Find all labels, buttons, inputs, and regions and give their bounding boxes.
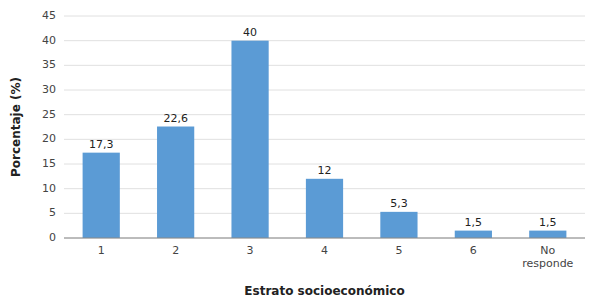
x-axis-title: Estrato socioeconómico xyxy=(244,284,404,298)
grid-line xyxy=(64,139,585,140)
x-tick-label-line: 2 xyxy=(172,244,179,257)
y-tick-label: 0 xyxy=(49,231,56,244)
page: {"chart_data": {"type": "bar", "xlabel":… xyxy=(0,0,600,303)
bars xyxy=(83,41,567,238)
x-tick-label: 6 xyxy=(470,244,477,257)
data-label: 22,6 xyxy=(163,112,188,125)
x-tick-label: Noresponde xyxy=(522,244,573,270)
bar xyxy=(83,153,120,238)
x-tick-label-line: responde xyxy=(522,257,573,270)
x-axis-line xyxy=(64,238,585,239)
x-tick-label: 3 xyxy=(247,244,254,257)
y-grid xyxy=(64,16,585,238)
y-tick-label: 15 xyxy=(42,157,56,170)
data-label: 17,3 xyxy=(89,138,114,151)
x-tick-label-line: 1 xyxy=(98,244,105,257)
grid-line xyxy=(64,16,585,17)
x-tick-label: 4 xyxy=(321,244,328,257)
y-tick-label: 40 xyxy=(42,34,56,47)
x-tick-label: 2 xyxy=(172,244,179,257)
data-label: 1,5 xyxy=(465,216,483,229)
y-tick-label: 5 xyxy=(49,206,56,219)
x-axis: 1 2 3 4 5 6 Noresponde xyxy=(98,244,574,270)
bar xyxy=(231,41,268,238)
bar xyxy=(529,231,566,238)
x-tick-label-line: 6 xyxy=(470,244,477,257)
grid-line xyxy=(64,238,585,239)
grid-line xyxy=(64,90,585,91)
data-label: 1,5 xyxy=(539,216,557,229)
x-tick-label-line: 5 xyxy=(395,244,402,257)
y-tick-label: 20 xyxy=(42,132,56,145)
y-tick-label: 45 xyxy=(42,9,56,22)
bar xyxy=(455,231,492,238)
data-label: 40 xyxy=(243,26,257,39)
y-axis-title: Porcentaje (%) xyxy=(9,77,23,177)
bar xyxy=(380,212,417,238)
chart: 05101520253035404517,322,640125,31,51,51… xyxy=(0,0,600,303)
grid-line xyxy=(64,114,585,115)
chart-container: 05101520253035404517,322,640125,31,51,51… xyxy=(0,0,600,303)
y-tick-label: 25 xyxy=(42,108,56,121)
grid-line xyxy=(64,40,585,41)
bar xyxy=(157,127,194,238)
x-tick-label-line: 3 xyxy=(247,244,254,257)
y-axis: 0 5 10 15 20 25 30 35 40 45 xyxy=(42,9,56,244)
x-tick-label-line: 4 xyxy=(321,244,328,257)
y-tick-label: 10 xyxy=(42,182,56,195)
data-label: 5,3 xyxy=(390,197,408,210)
x-tick-label: 1 xyxy=(98,244,105,257)
data-labels: 17,3 22,6 40 12 5,3 1,5 1,5 xyxy=(89,26,557,229)
y-tick-label: 30 xyxy=(42,83,56,96)
data-label: 12 xyxy=(318,164,332,177)
y-tick-label: 35 xyxy=(42,58,56,71)
x-tick-label-line: No xyxy=(540,244,555,257)
bar xyxy=(306,179,343,238)
x-tick-label: 5 xyxy=(395,244,402,257)
grid-line xyxy=(64,65,585,66)
